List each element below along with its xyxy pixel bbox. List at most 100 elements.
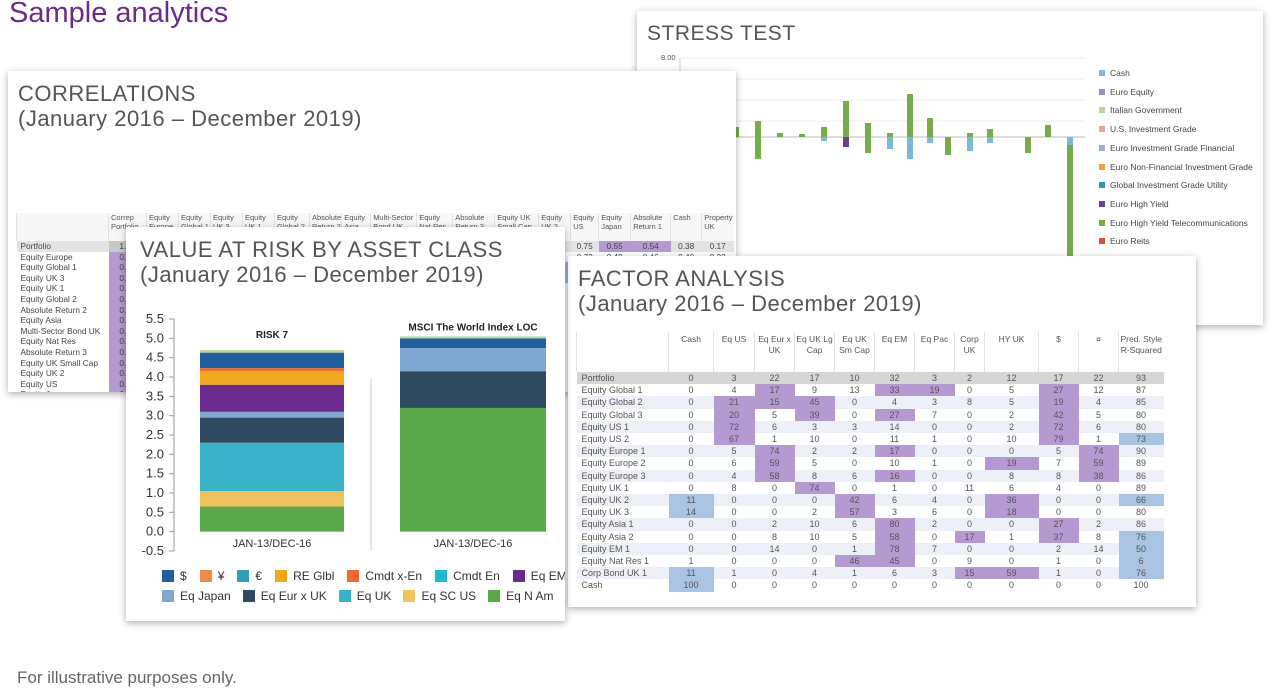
cell-value: 0 xyxy=(713,518,755,531)
cell-value: 14 xyxy=(754,542,795,556)
cell-value: 27 xyxy=(874,408,915,421)
cell-value: 6 xyxy=(874,494,915,507)
cell-value: 10 xyxy=(834,372,875,385)
cell-value: 0 xyxy=(1078,567,1119,580)
cell-value: 0 xyxy=(771,482,777,493)
y-tick-label: 2.0 xyxy=(146,446,164,461)
legend-swatch xyxy=(162,570,174,582)
cell-value: 27 xyxy=(1038,518,1079,531)
cell-value: 0 xyxy=(1095,482,1101,493)
cell-value: 0.17 xyxy=(701,241,734,252)
cell-value: 27 xyxy=(1038,384,1079,397)
legend-swatch xyxy=(1099,107,1105,114)
cell-value: 0 xyxy=(931,482,937,493)
cell-value: 0 xyxy=(811,580,817,591)
cell-value: 76 xyxy=(1118,567,1164,580)
cell-value: 85 xyxy=(1118,396,1164,409)
x-category-label: JAN-13/DEC-16 xyxy=(434,538,513,550)
cell-value: 0 xyxy=(771,507,777,518)
cell-value: 2 xyxy=(914,518,955,531)
cell-value: 5 xyxy=(1008,385,1014,396)
cell-value: 14 xyxy=(1078,542,1119,556)
cell-value: 17 xyxy=(954,530,985,543)
header-corner xyxy=(16,213,109,241)
cell-value: 11 xyxy=(964,482,975,493)
table-row: Equity Global 1 0 4 17 9 13 33 19 0 5 27 12 87 xyxy=(577,384,1164,397)
row-label: Equity US xyxy=(20,378,58,389)
stress-bar-4 xyxy=(755,121,761,159)
cell-value: 2 xyxy=(954,372,985,385)
cell-value: 80 xyxy=(1135,409,1146,420)
y-tick-label: 0.5 xyxy=(146,504,164,519)
cell-value: 0 xyxy=(914,469,955,482)
cell-value: 4 xyxy=(794,567,835,580)
cell-value: 8 xyxy=(984,469,1039,482)
cell-value: 7 xyxy=(1055,458,1061,469)
legend-label: Eq SC US xyxy=(421,589,477,603)
cell-value: 80 xyxy=(1118,420,1164,434)
cell-value: 1 xyxy=(931,434,937,445)
cell-value: 0 xyxy=(731,556,737,567)
row-label: Absolute Return 3 xyxy=(20,346,87,357)
cell-value: 9 xyxy=(811,385,817,396)
cell-value: 0 xyxy=(668,396,714,409)
row-label: Absolute Return 2 xyxy=(20,304,87,315)
cell-value: 72 xyxy=(1038,420,1079,434)
table-row: Portfolio 0 3 22 17 10 32 3 2 12 17 22 93 xyxy=(576,372,1164,385)
cell-value: 0 xyxy=(771,580,777,591)
cell-value: 0 xyxy=(754,567,795,580)
cell-value: 32 xyxy=(874,372,915,385)
cell-value: 12 xyxy=(984,372,1039,385)
stress-bar-11 xyxy=(907,94,913,159)
legend-item: RE Glbl xyxy=(275,569,334,583)
legend-label: € xyxy=(255,569,263,583)
row-label: Equity UK 3 xyxy=(581,507,630,518)
cell-value: 66 xyxy=(1118,494,1164,507)
table-row: Equity US 1 0 72 6 3 3 14 0 0 2 72 6 80 xyxy=(576,420,1164,434)
row-label: Equity Global 2 xyxy=(20,293,77,304)
column-header: Eq UK Lg Cap xyxy=(794,332,835,372)
cell-value: 1 xyxy=(1055,556,1061,567)
row-label: Equity UK Small Cap xyxy=(20,357,98,368)
cell-value: 0 xyxy=(794,542,835,556)
cell-value: 0 xyxy=(914,445,955,458)
cell-value: 72 xyxy=(713,420,755,434)
y-tick-label: 4.5 xyxy=(146,350,164,365)
cell-value: 6 xyxy=(834,469,875,482)
row-label: Equity Asia xyxy=(20,315,62,326)
row-label: Portfolio xyxy=(576,372,669,385)
cell-value: 74 xyxy=(794,481,835,495)
cell-value: 0 xyxy=(966,458,972,469)
cell-value: 0 xyxy=(668,518,714,531)
legend-swatch xyxy=(338,590,351,602)
factor-title-line2: (January 2016 – December 2019) xyxy=(578,291,922,316)
legend-label: Global Investment Grade Utility xyxy=(1110,180,1228,191)
row-label: Equity US 1 xyxy=(576,420,669,434)
stress-bar-12 xyxy=(927,118,933,143)
cell-value: 2 xyxy=(1008,409,1014,420)
row-label: Equity Asia 2 xyxy=(581,531,634,542)
cell-value: 100 xyxy=(668,579,714,592)
cell-value: 1 xyxy=(931,458,937,469)
cell-value: 10 xyxy=(809,434,820,445)
bar-segment xyxy=(200,349,344,353)
cell-value: 59 xyxy=(1078,457,1119,470)
cell-value: 0 xyxy=(891,580,897,591)
row-label: Multi-Sector Bond UK xyxy=(20,325,101,336)
cell-value: 8 xyxy=(1038,469,1079,482)
cell-value: 22 xyxy=(754,372,795,385)
y-tick-label: 5.0 xyxy=(146,330,164,345)
cell-value: 0 xyxy=(931,556,937,567)
cell-value: 87 xyxy=(1135,385,1146,396)
cell-value: 1 xyxy=(891,482,897,493)
cell-value: 21 xyxy=(713,396,755,409)
cell-value: 19 xyxy=(914,384,955,397)
cell-value: 6 xyxy=(874,567,915,580)
cell-value: 0 xyxy=(731,580,737,591)
legend-item: € xyxy=(237,569,262,583)
cell-value: 59 xyxy=(984,567,1039,580)
cell-value: 0 xyxy=(984,518,1039,531)
legend-swatch xyxy=(1099,144,1105,151)
legend-swatch xyxy=(435,570,448,582)
cell-value: 1 xyxy=(834,567,875,580)
